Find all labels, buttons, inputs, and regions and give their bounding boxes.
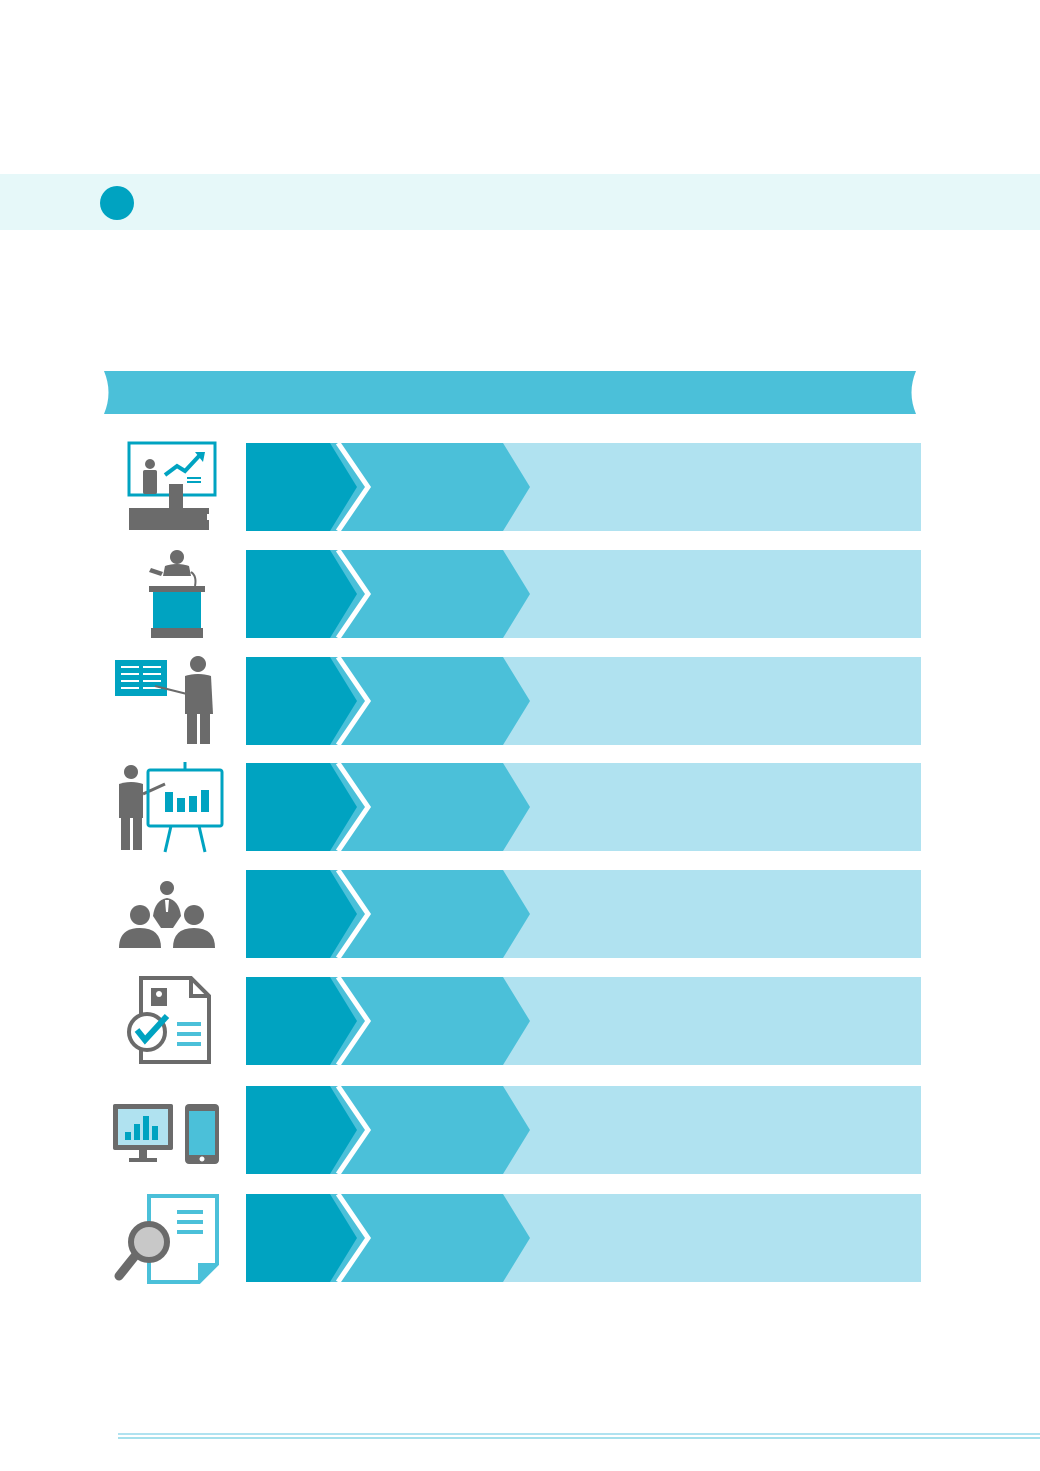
- section-heading-band: [0, 174, 1040, 230]
- chevron-row-3: [246, 657, 921, 745]
- chevron-row-1: [246, 443, 921, 531]
- group-leader-icon: [119, 881, 215, 948]
- table-header-ribbon: [104, 371, 916, 414]
- chevron-row-2: [246, 550, 921, 638]
- chevron-row-7: [246, 1086, 921, 1174]
- chevron-row-6: [246, 977, 921, 1065]
- section-marker-dot: [100, 186, 134, 220]
- magnifier-document-icon: [114, 1194, 219, 1284]
- checklist-presenter-icon: [115, 656, 213, 744]
- chevron-row-4: [246, 763, 921, 851]
- approved-resume-document-icon: [127, 976, 211, 1064]
- speaker-at-lectern-icon: [149, 550, 205, 638]
- chevron-row-5: [246, 870, 921, 958]
- easel-chart-presenter-icon: [119, 762, 224, 853]
- chevron-row-8: [246, 1194, 921, 1282]
- presentation-podium-stage-icon: [127, 441, 217, 530]
- monitor-and-phone-icon: [113, 1104, 219, 1164]
- footer-rule: [118, 1433, 1040, 1439]
